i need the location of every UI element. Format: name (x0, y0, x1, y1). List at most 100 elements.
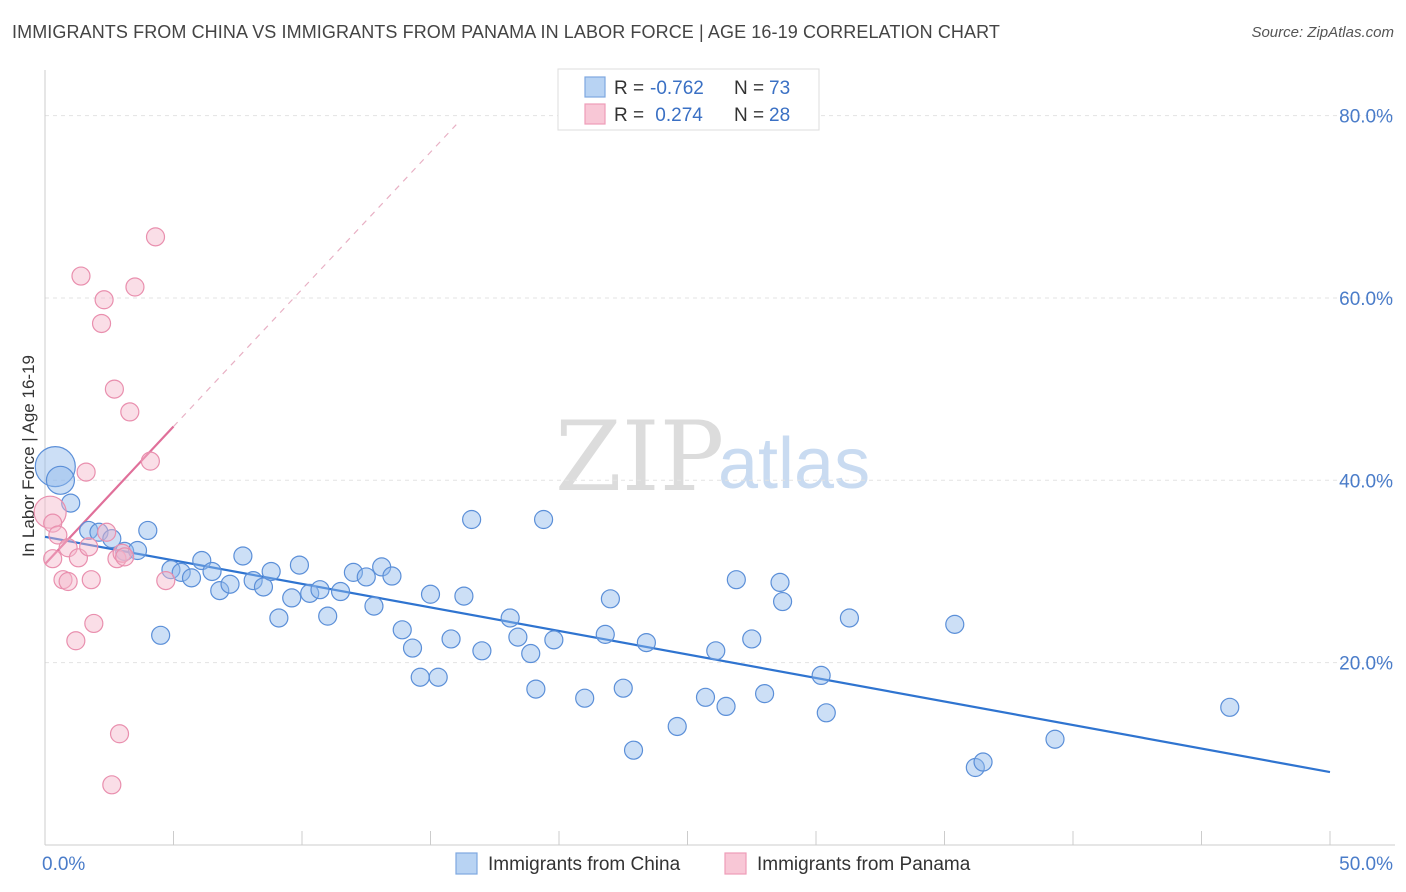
china-point-51 (613, 678, 633, 698)
panama-point-10 (76, 462, 96, 482)
china-point-28 (343, 562, 363, 582)
china-point-40 (462, 509, 482, 530)
china-point-64 (816, 703, 836, 723)
trend-line-1 (44, 425, 175, 565)
china-point-52 (623, 740, 644, 760)
panama-point-15 (94, 290, 114, 310)
panama-point-18 (104, 379, 124, 399)
tick-labels: 20.0% 40.0% 60.0% 80.0% 0.0% 50.0% (42, 107, 1393, 875)
panama-point-0 (33, 495, 67, 529)
china-point-11 (171, 562, 191, 582)
data-points (33, 227, 1240, 795)
china-point-23 (289, 555, 310, 575)
panama-point-9 (71, 266, 91, 286)
x-tick-label-1: 50.0% (1339, 854, 1393, 875)
legend-r-label-china: R = (614, 78, 644, 99)
china-point-35 (410, 667, 430, 687)
watermark: ZIP atlas (555, 401, 870, 513)
china-point-2 (61, 493, 81, 513)
china-point-32 (382, 566, 402, 586)
china-point-26 (318, 606, 338, 626)
china-point-48 (575, 688, 595, 708)
china-point-63 (811, 665, 831, 686)
watermark-zip: ZIP (555, 401, 724, 513)
panama-point-24 (140, 451, 160, 471)
watermark-atlas: atlas (718, 424, 870, 504)
panama-point-2 (43, 549, 63, 569)
china-point-0 (34, 446, 76, 488)
china-point-14 (202, 561, 222, 582)
panama-point-11 (79, 537, 99, 557)
china-point-42 (500, 608, 520, 628)
china-point-69 (1045, 729, 1065, 749)
axes (44, 70, 1395, 846)
panama-point-20 (109, 724, 130, 744)
panama-point-19 (107, 549, 127, 569)
panama-point-17 (102, 775, 122, 795)
china-point-5 (102, 529, 122, 549)
china-point-37 (428, 667, 448, 687)
china-point-24 (300, 583, 320, 603)
series-label-panama: Immigrants from Panama (757, 854, 971, 875)
panama-point-25 (145, 227, 166, 247)
china-point-9 (151, 625, 171, 645)
china-point-8 (138, 520, 158, 541)
legend-n-value-china: 73 (769, 78, 790, 99)
china-point-61 (770, 572, 790, 593)
china-point-41 (472, 641, 492, 661)
china-point-58 (726, 570, 746, 590)
china-point-25 (310, 580, 330, 600)
panama-point-27 (115, 547, 135, 567)
china-point-70 (1220, 697, 1240, 717)
china-point-38 (441, 629, 461, 649)
panama-point-13 (84, 613, 104, 634)
china-point-45 (526, 679, 546, 699)
china-point-21 (269, 608, 289, 628)
panama-point-7 (66, 631, 86, 651)
panama-point-3 (48, 525, 68, 545)
china-point-20 (261, 561, 281, 582)
china-point-50 (600, 589, 621, 609)
chart-title: IMMIGRANTS FROM CHINA VS IMMIGRANTS FROM… (12, 22, 1001, 42)
panama-point-6 (58, 571, 78, 592)
legend-r-value-panama: 0.274 (650, 105, 703, 126)
china-point-17 (233, 546, 253, 566)
series-swatch-china (455, 852, 478, 875)
trend-line-0 (44, 535, 1331, 774)
x-tick-label-0: 0.0% (42, 854, 85, 875)
china-point-22 (282, 588, 302, 608)
china-point-30 (364, 596, 384, 616)
panama-point-16 (97, 522, 117, 542)
china-point-56 (706, 641, 726, 661)
panama-point-23 (125, 277, 145, 297)
china-point-34 (402, 638, 423, 658)
china-point-16 (220, 574, 240, 594)
legend-n-label-panama: N = (734, 105, 764, 126)
series-label-china: Immigrants from China (488, 854, 681, 875)
china-point-1 (45, 465, 76, 495)
china-point-49 (595, 624, 615, 644)
correlation-legend: R = -0.762 N = 73 R = 0.274 N = 28 (557, 68, 820, 131)
source-credit: Source: ZipAtlas.com (1251, 24, 1394, 41)
china-point-39 (454, 586, 474, 606)
legend-r-label-panama: R = (614, 105, 644, 126)
china-point-12 (181, 568, 202, 588)
panama-point-21 (112, 543, 132, 563)
series-legend: Immigrants from China Immigrants from Pa… (455, 852, 971, 875)
china-point-18 (243, 570, 263, 591)
panama-point-22 (120, 402, 140, 422)
china-point-57 (716, 696, 736, 717)
china-point-15 (210, 581, 230, 601)
china-point-27 (330, 581, 351, 602)
panama-point-26 (156, 570, 176, 591)
y-tick-label-2: 60.0% (1339, 289, 1393, 310)
china-point-68 (973, 752, 993, 772)
china-point-66 (945, 614, 965, 634)
legend-swatch-china (584, 76, 606, 98)
china-point-47 (544, 630, 564, 650)
y-tick-label-1: 40.0% (1339, 471, 1393, 492)
china-point-60 (754, 684, 775, 704)
legend-n-value-panama: 28 (769, 105, 790, 126)
china-point-19 (253, 577, 274, 597)
